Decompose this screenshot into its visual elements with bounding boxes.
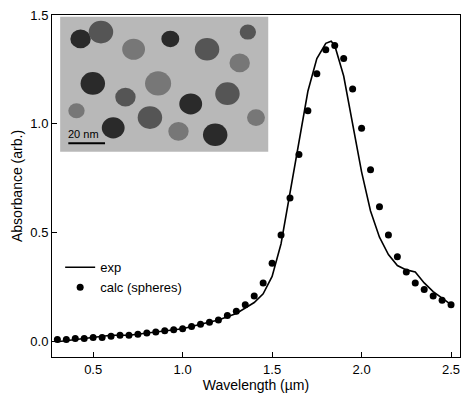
svg-text:1.0: 1.0 bbox=[174, 362, 192, 377]
svg-text:Wavelength (µm): Wavelength (µm) bbox=[203, 377, 309, 393]
svg-text:0.5: 0.5 bbox=[84, 362, 102, 377]
svg-text:1.5: 1.5 bbox=[30, 8, 48, 23]
svg-text:2.5: 2.5 bbox=[442, 362, 460, 377]
svg-text:1.0: 1.0 bbox=[30, 116, 48, 131]
svg-text:0.5: 0.5 bbox=[30, 225, 48, 240]
svg-text:20 nm: 20 nm bbox=[68, 128, 99, 140]
svg-text:1.5: 1.5 bbox=[263, 362, 281, 377]
svg-text:exp: exp bbox=[100, 260, 121, 275]
svg-text:calc (spheres): calc (spheres) bbox=[100, 280, 182, 295]
svg-text:Absorbance (arb.): Absorbance (arb.) bbox=[9, 130, 25, 242]
svg-text:0.0: 0.0 bbox=[30, 334, 48, 349]
svg-text:2.0: 2.0 bbox=[353, 362, 371, 377]
